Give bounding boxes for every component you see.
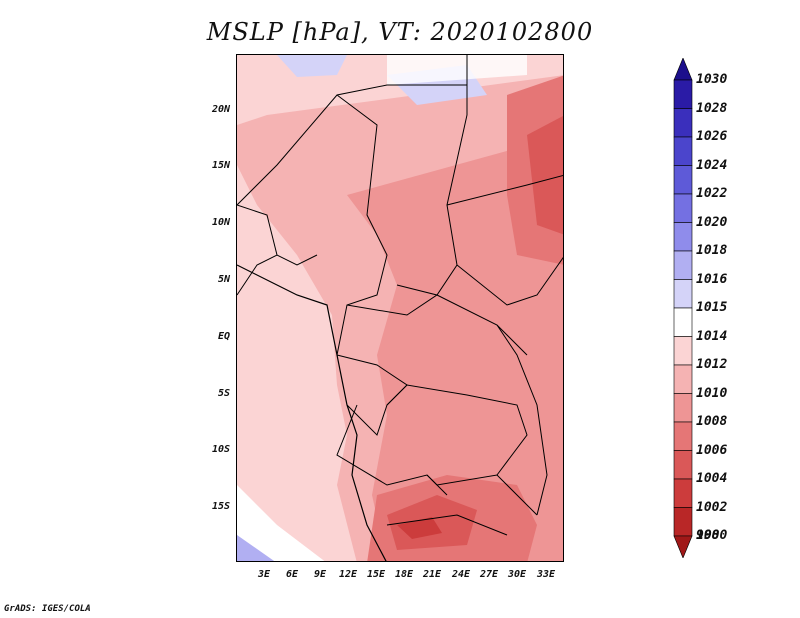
colorbar-label: 1014 bbox=[696, 328, 728, 344]
lon-tick: 33E bbox=[536, 569, 556, 580]
lat-tick: 10N bbox=[211, 217, 230, 228]
colorbar-swatch bbox=[673, 279, 693, 309]
colorbar-swatch bbox=[673, 307, 693, 337]
lon-tick: 9E bbox=[313, 569, 327, 580]
map-plot-area bbox=[236, 54, 564, 562]
lat-tick: 15S bbox=[211, 501, 230, 512]
field-1014-n bbox=[387, 55, 527, 85]
colorbar-swatch bbox=[673, 108, 693, 138]
colorbar-label: 1000 bbox=[696, 528, 728, 543]
colorbar bbox=[673, 58, 693, 558]
footer-credit: GrADS: IGES/COLA bbox=[4, 604, 91, 614]
lon-tick: 12E bbox=[338, 569, 358, 580]
colorbar-swatch bbox=[673, 336, 693, 366]
colorbar-swatch bbox=[673, 250, 693, 280]
colorbar-label: 1010 bbox=[696, 385, 728, 401]
colorbar-swatch bbox=[673, 222, 693, 252]
pressure-field bbox=[237, 55, 563, 561]
colorbar-label: 998 bbox=[696, 528, 720, 543]
colorbar-label: 1002 bbox=[696, 499, 728, 515]
lat-tick: 5S bbox=[217, 388, 230, 399]
colorbar-label: 1020 bbox=[696, 214, 728, 230]
colorbar-label: 1006 bbox=[696, 442, 728, 458]
lon-tick: 15E bbox=[366, 569, 386, 580]
lon-tick: 24E bbox=[451, 569, 471, 580]
field-1014 bbox=[237, 485, 325, 561]
lon-tick: 3E bbox=[257, 569, 271, 580]
lon-tick: 18E bbox=[394, 569, 414, 580]
colorbar-swatch bbox=[673, 450, 693, 480]
colorbar-label: 1022 bbox=[696, 186, 728, 201]
colorbar-swatch bbox=[673, 79, 693, 109]
lon-tick: 6E bbox=[285, 569, 299, 580]
field-1008 bbox=[347, 135, 563, 561]
lon-tick: 21E bbox=[422, 569, 442, 580]
lat-tick: EQ bbox=[217, 331, 230, 342]
colorbar-label: 1015 bbox=[696, 300, 728, 315]
colorbar-swatch bbox=[673, 136, 693, 166]
colorbar-swatch bbox=[673, 507, 693, 537]
lon-tick: 27E bbox=[479, 569, 499, 580]
colorbar-label: 1018 bbox=[696, 243, 728, 258]
colorbar-swatch bbox=[673, 393, 693, 423]
colorbar-label: 1028 bbox=[696, 100, 728, 116]
colorbar-swatch bbox=[673, 193, 693, 223]
colorbar-label: 1004 bbox=[696, 471, 728, 486]
lon-tick: 30E bbox=[507, 569, 527, 580]
colorbar-swatch bbox=[673, 165, 693, 195]
coastline bbox=[237, 264, 387, 561]
colorbar-label: 1030 bbox=[696, 72, 728, 87]
field-1015-nw bbox=[277, 55, 347, 77]
colorbar-swatch bbox=[673, 478, 693, 508]
colorbar-top-arrow bbox=[673, 58, 693, 81]
colorbar-label: 1012 bbox=[696, 357, 728, 372]
colorbar-swatch bbox=[673, 421, 693, 451]
country-borders bbox=[237, 55, 563, 536]
map-title: MSLP [hPa], VT: 2020102800 bbox=[206, 18, 594, 46]
lat-tick: 5N bbox=[217, 274, 230, 285]
colorbar-bottom-arrow bbox=[673, 535, 693, 558]
lat-tick: 20N bbox=[211, 104, 230, 115]
lat-tick: 15N bbox=[211, 160, 230, 171]
field-1004-east bbox=[527, 116, 563, 235]
colorbar-label: 1024 bbox=[696, 157, 728, 173]
lat-tick: 10S bbox=[211, 444, 230, 455]
colorbar-label: 1026 bbox=[696, 129, 728, 144]
field-1002-south bbox=[397, 517, 442, 539]
colorbar-label: 1016 bbox=[696, 271, 728, 287]
colorbar-label: 1008 bbox=[696, 414, 728, 429]
colorbar-swatch bbox=[673, 364, 693, 394]
